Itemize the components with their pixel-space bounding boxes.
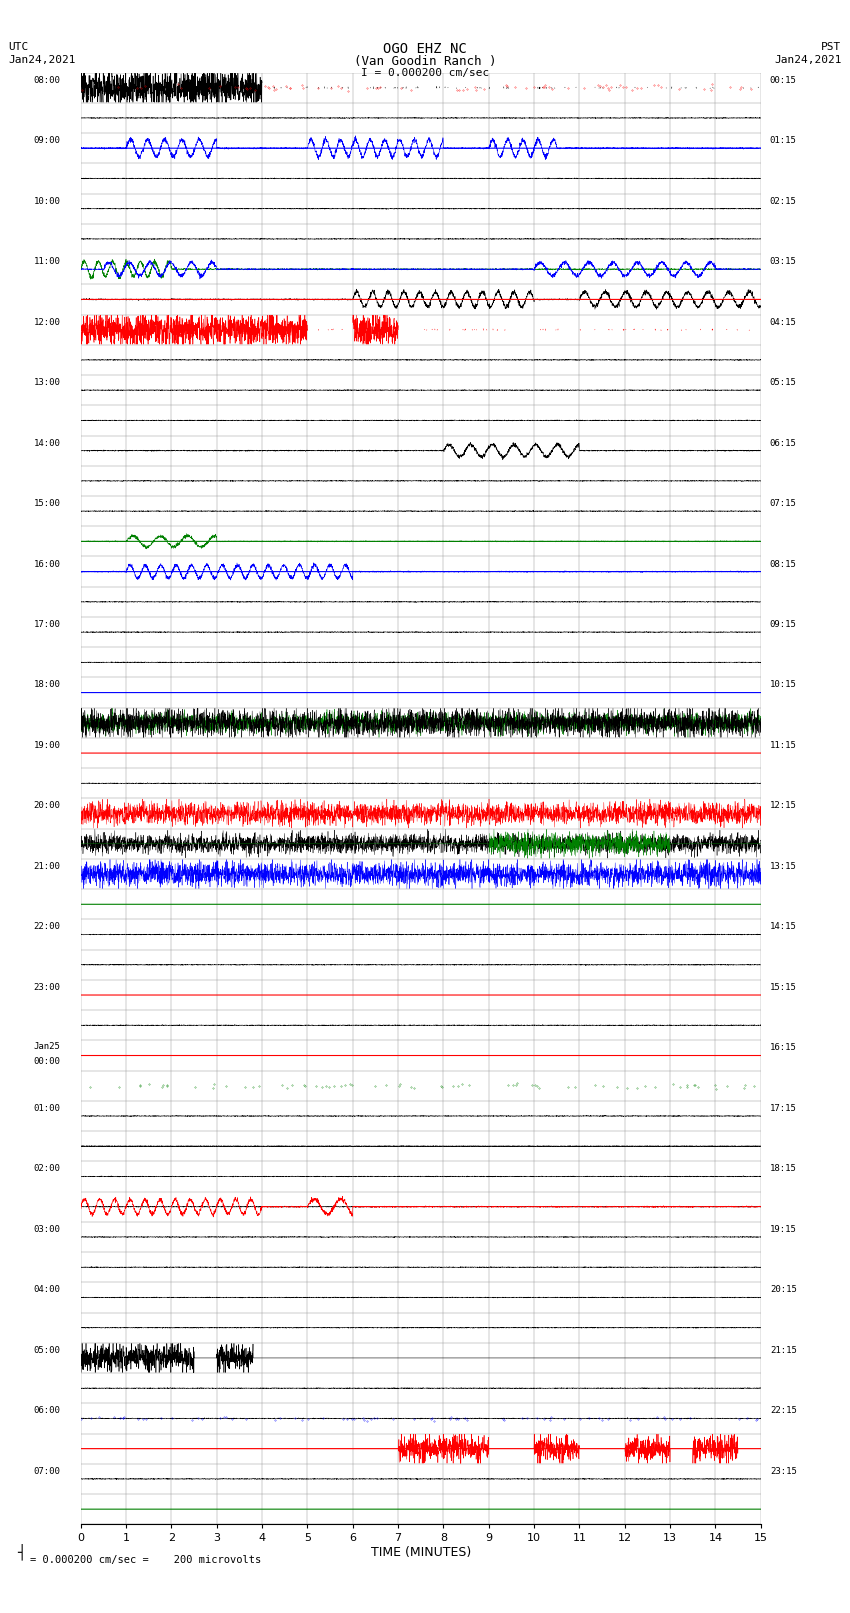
Text: 00:00: 00:00 (33, 1057, 60, 1066)
Text: 10:00: 10:00 (33, 197, 60, 205)
Text: 19:00: 19:00 (33, 740, 60, 750)
Text: 17:15: 17:15 (770, 1103, 796, 1113)
Text: 09:00: 09:00 (33, 135, 60, 145)
Text: 09:15: 09:15 (770, 619, 796, 629)
Text: 14:15: 14:15 (770, 923, 796, 931)
Text: 03:15: 03:15 (770, 256, 796, 266)
Text: 08:15: 08:15 (770, 560, 796, 568)
Text: 12:00: 12:00 (33, 318, 60, 326)
Text: 04:15: 04:15 (770, 318, 796, 326)
Text: 18:00: 18:00 (33, 681, 60, 689)
Text: 14:00: 14:00 (33, 439, 60, 447)
Text: 20:15: 20:15 (770, 1286, 796, 1294)
Text: (Van Goodin Ranch ): (Van Goodin Ranch ) (354, 55, 496, 68)
Text: 05:15: 05:15 (770, 377, 796, 387)
Text: 11:15: 11:15 (770, 740, 796, 750)
Text: Jan24,2021: Jan24,2021 (8, 55, 76, 65)
Text: 05:00: 05:00 (33, 1345, 60, 1355)
Text: Jan25: Jan25 (33, 1042, 60, 1052)
Text: Jan24,2021: Jan24,2021 (774, 55, 842, 65)
Text: 07:00: 07:00 (33, 1466, 60, 1476)
Text: 22:00: 22:00 (33, 923, 60, 931)
Text: 15:00: 15:00 (33, 498, 60, 508)
X-axis label: TIME (MINUTES): TIME (MINUTES) (371, 1547, 471, 1560)
Text: 23:00: 23:00 (33, 982, 60, 992)
Text: 17:00: 17:00 (33, 619, 60, 629)
Text: 21:15: 21:15 (770, 1345, 796, 1355)
Text: 00:15: 00:15 (770, 76, 796, 84)
Text: 20:00: 20:00 (33, 802, 60, 810)
Text: 12:15: 12:15 (770, 802, 796, 810)
Text: ┤: ┤ (17, 1544, 26, 1560)
Text: 07:15: 07:15 (770, 498, 796, 508)
Text: 22:15: 22:15 (770, 1407, 796, 1415)
Text: 08:00: 08:00 (33, 76, 60, 84)
Text: UTC: UTC (8, 42, 29, 52)
Text: 16:15: 16:15 (770, 1044, 796, 1052)
Text: OGO EHZ NC: OGO EHZ NC (383, 42, 467, 56)
Text: 06:00: 06:00 (33, 1407, 60, 1415)
Text: 13:00: 13:00 (33, 377, 60, 387)
Text: 03:00: 03:00 (33, 1224, 60, 1234)
Text: 10:15: 10:15 (770, 681, 796, 689)
Text: 02:15: 02:15 (770, 197, 796, 205)
Text: 15:15: 15:15 (770, 982, 796, 992)
Text: = 0.000200 cm/sec =    200 microvolts: = 0.000200 cm/sec = 200 microvolts (30, 1555, 261, 1565)
Text: 04:00: 04:00 (33, 1286, 60, 1294)
Text: 02:00: 02:00 (33, 1165, 60, 1173)
Text: 16:00: 16:00 (33, 560, 60, 568)
Text: 13:15: 13:15 (770, 861, 796, 871)
Text: 01:15: 01:15 (770, 135, 796, 145)
Text: 21:00: 21:00 (33, 861, 60, 871)
Text: 06:15: 06:15 (770, 439, 796, 447)
Text: PST: PST (821, 42, 842, 52)
Text: 23:15: 23:15 (770, 1466, 796, 1476)
Text: 01:00: 01:00 (33, 1103, 60, 1113)
Text: 11:00: 11:00 (33, 256, 60, 266)
Text: I = 0.000200 cm/sec: I = 0.000200 cm/sec (361, 68, 489, 77)
Text: 19:15: 19:15 (770, 1224, 796, 1234)
Text: 18:15: 18:15 (770, 1165, 796, 1173)
